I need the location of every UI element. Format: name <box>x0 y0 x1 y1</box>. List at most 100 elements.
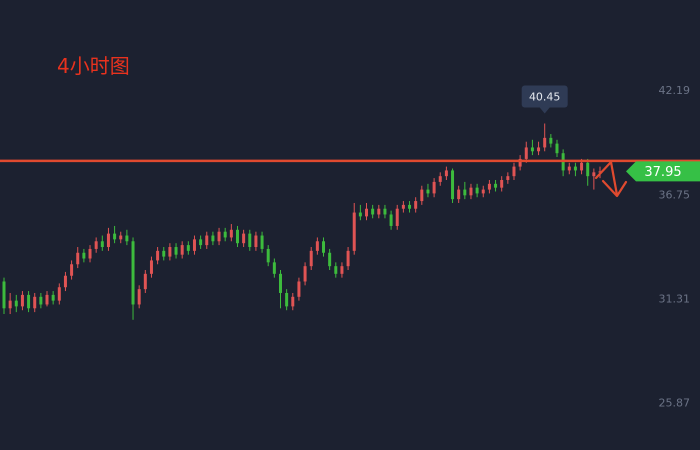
candle <box>70 260 74 280</box>
candle <box>45 291 49 307</box>
candle-body <box>340 266 344 274</box>
candle <box>451 168 455 203</box>
candle <box>82 248 86 263</box>
candle <box>63 271 67 292</box>
candle-body <box>549 137 553 144</box>
candle <box>131 237 135 320</box>
candle <box>2 277 6 315</box>
arrow-annotation <box>594 160 628 198</box>
candle-body <box>518 158 522 167</box>
candle <box>254 231 258 251</box>
candle-body <box>162 250 166 257</box>
candle-body <box>586 162 590 177</box>
candle-body <box>27 294 31 309</box>
candle-body <box>537 147 541 152</box>
candle <box>113 225 117 244</box>
candle-body <box>119 235 123 240</box>
candle-body <box>506 176 510 180</box>
candle <box>426 183 430 198</box>
arrow-head <box>601 179 628 198</box>
y-tick-label: 31.31 <box>659 293 691 306</box>
candle <box>408 201 412 213</box>
candle <box>401 201 405 213</box>
candle-body <box>254 235 258 248</box>
candle-body <box>143 273 147 290</box>
candle <box>229 224 233 242</box>
candle-body <box>334 266 338 274</box>
candle-body <box>106 233 110 248</box>
candle-body <box>33 296 37 309</box>
candle-body <box>180 245 184 255</box>
candle <box>567 162 571 175</box>
candle-body <box>131 241 135 305</box>
candle-body <box>70 264 74 276</box>
candle-body <box>217 231 221 242</box>
candle <box>248 229 252 251</box>
candle-body <box>352 212 356 251</box>
candle-body <box>371 208 375 215</box>
candle <box>358 204 362 221</box>
candle <box>278 270 282 309</box>
candle-body <box>137 289 141 305</box>
candle-body <box>377 208 381 215</box>
candle <box>125 229 129 246</box>
candle <box>285 289 289 311</box>
candle-body <box>156 250 160 261</box>
candle <box>463 181 467 200</box>
candle <box>303 262 307 286</box>
candle-body <box>463 189 467 196</box>
candle <box>494 180 498 192</box>
candle-body <box>278 273 282 293</box>
candle-body <box>524 147 528 159</box>
candle <box>291 292 295 311</box>
candle <box>217 227 221 246</box>
candle <box>346 247 350 270</box>
candle-body <box>45 294 49 305</box>
candle-body <box>414 201 418 209</box>
peak-callout: 40.45 <box>521 85 568 114</box>
candle-body <box>389 214 393 226</box>
candle <box>530 139 534 156</box>
candle-body <box>285 292 289 307</box>
candle <box>524 141 528 163</box>
candle-body <box>223 231 227 238</box>
candle <box>328 248 332 270</box>
candle-body <box>260 235 264 249</box>
candle <box>549 134 553 148</box>
candle-body <box>457 189 461 200</box>
candle <box>156 247 160 265</box>
candle <box>106 227 110 251</box>
candle <box>420 185 424 205</box>
candle <box>100 235 104 251</box>
candle-body <box>309 250 313 267</box>
candle <box>487 180 491 194</box>
candle-body <box>199 239 203 246</box>
candle-body <box>420 189 424 202</box>
y-tick-label: 25.87 <box>659 397 691 410</box>
peak-label: 40.45 <box>529 91 561 104</box>
candle <box>211 231 215 246</box>
candle <box>475 183 479 198</box>
candle <box>143 270 147 293</box>
candle <box>481 185 485 198</box>
candle-body <box>444 170 448 177</box>
candle <box>365 202 369 221</box>
candle <box>500 176 504 192</box>
candle-body <box>401 204 405 209</box>
current-price-label: 37.95 <box>644 165 681 180</box>
candle <box>57 283 61 305</box>
candle <box>340 262 344 278</box>
candle-body <box>88 248 92 259</box>
candle-body <box>328 252 332 267</box>
price-tag-shape <box>626 161 700 182</box>
candle <box>192 235 196 255</box>
candle-body <box>174 247 178 255</box>
candle <box>334 262 338 278</box>
candle-body <box>475 187 479 194</box>
candle <box>119 231 123 244</box>
candle <box>94 237 98 253</box>
candle <box>537 141 541 156</box>
candle <box>309 247 313 270</box>
